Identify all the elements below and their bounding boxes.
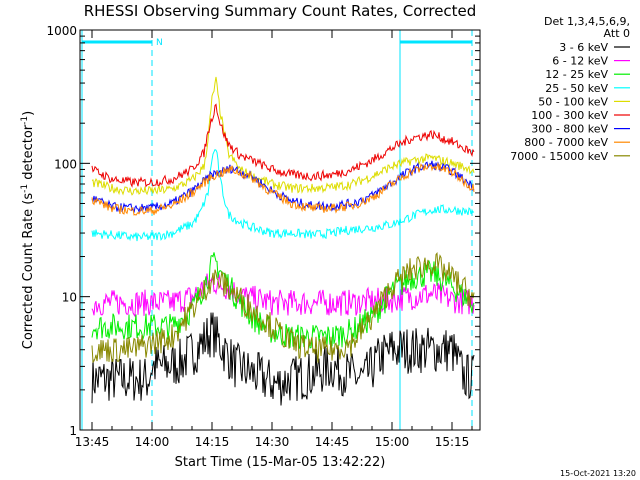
- y-axis-label-part2: detector: [21, 124, 36, 184]
- legend-header-line1: Det 1,3,4,5,6,9,: [544, 15, 630, 28]
- night-label: N: [156, 38, 163, 48]
- series-layer: [91, 76, 475, 406]
- y-tick-label: 1: [69, 424, 77, 438]
- x-axis-label: Start Time (15-Mar-05 13:42:22): [175, 455, 386, 470]
- plot-frame: [79, 29, 481, 431]
- series-line: [91, 312, 475, 406]
- series-line: [91, 273, 475, 318]
- legend-entry-label: 6 - 12 keV: [552, 55, 608, 68]
- y-axis-label-sup2: -1: [20, 116, 30, 125]
- y-tick-label: 1000: [46, 24, 77, 38]
- legend-entry-label: 50 - 100 keV: [538, 95, 608, 108]
- footer-timestamp: 15-Oct-2021 13:20: [560, 469, 636, 478]
- series-line: [91, 76, 475, 196]
- y-axis-label: Corrected Count Rate (s-1 detector-1): [20, 111, 36, 349]
- x-tick-label: 15:15: [435, 435, 470, 449]
- axes-layer: 13:45 14:00 14:15 14:30 14:45 15:00 15:15 1 10 10…: [46, 24, 480, 449]
- y-axis-label-sup1: -1: [20, 184, 30, 193]
- legend-header-line2: Att 0: [604, 27, 630, 40]
- legend-entry-label: 3 - 6 keV: [559, 41, 608, 54]
- y-tick-label: 100: [54, 157, 77, 171]
- series-line: [91, 103, 475, 188]
- y-axis-label-part3: ): [21, 111, 36, 116]
- chart-title: RHESSI Observing Summary Count Rates, Co…: [84, 2, 477, 20]
- series-line: [91, 251, 475, 364]
- x-tick-label: 14:15: [195, 435, 230, 449]
- legend-entry-label: 12 - 25 keV: [545, 68, 608, 81]
- legend-entry-label: 100 - 300 keV: [531, 109, 608, 122]
- x-tick-label: 14:30: [255, 435, 290, 449]
- x-tick-label: 14:45: [315, 435, 350, 449]
- y-axis-label-part1: Corrected Count Rate (s: [21, 193, 36, 350]
- legend-entry-label: 7000 - 15000 keV: [510, 150, 608, 163]
- legend-entry-label: 25 - 50 keV: [545, 82, 608, 95]
- y-tick-label: 10: [62, 291, 77, 305]
- night-markers: N: [81, 30, 473, 430]
- series-line: [91, 163, 475, 216]
- legend-entry-label: 300 - 800 keV: [531, 123, 608, 136]
- x-tick-label: 13:45: [75, 435, 110, 449]
- series-line: [91, 149, 475, 242]
- legend-entry-label: 800 - 7000 keV: [524, 136, 608, 149]
- x-tick-label: 15:00: [375, 435, 410, 449]
- series-line: [91, 160, 475, 214]
- x-tick-label: 14:00: [135, 435, 170, 449]
